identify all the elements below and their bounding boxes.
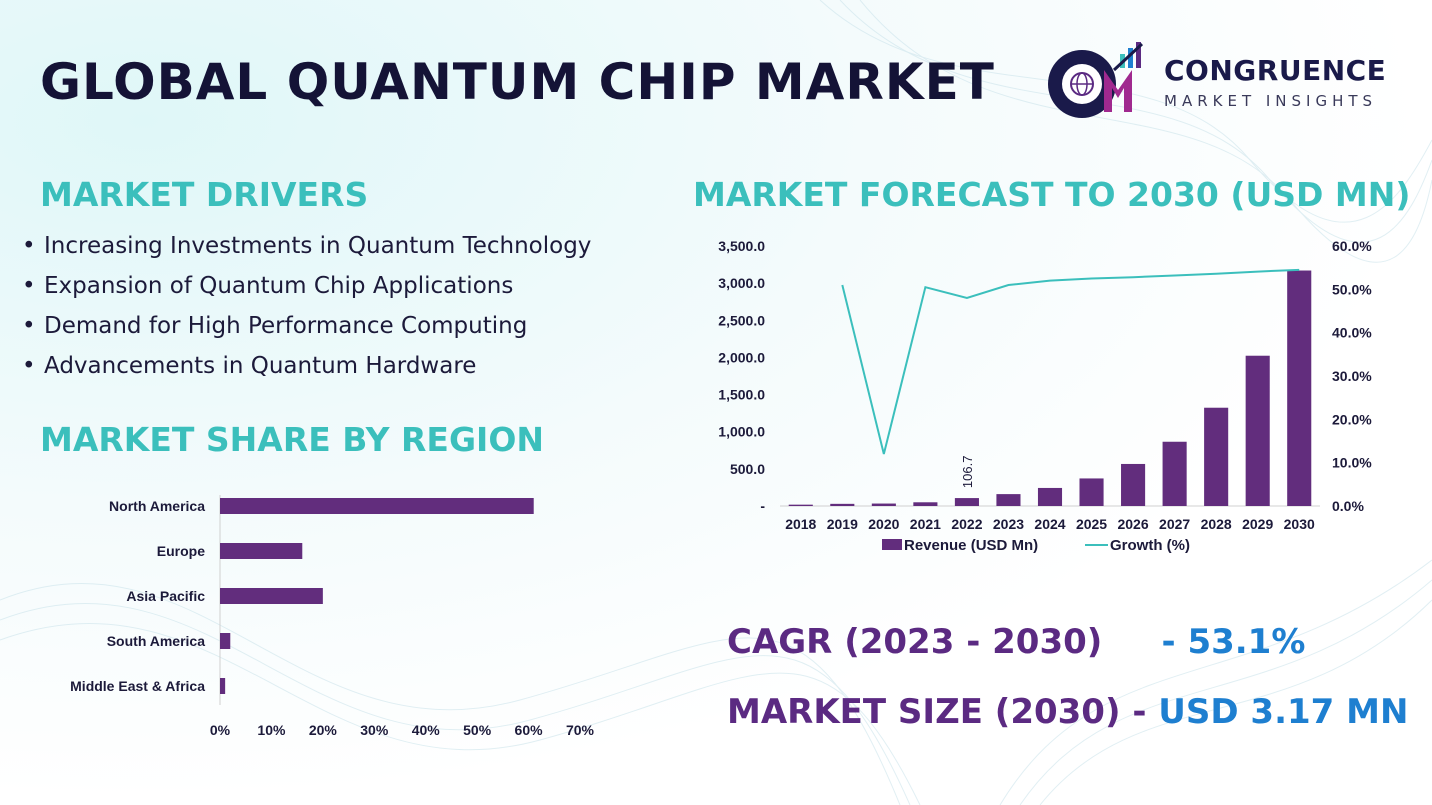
region-x-tick: 10% [257, 722, 286, 738]
forecast-right-tick: 40.0% [1332, 325, 1372, 341]
forecast-left-tick: 1,500.0 [718, 387, 765, 403]
region-x-tick: 60% [515, 722, 544, 738]
forecast-data-label: 106.7 [960, 456, 975, 489]
market-drivers-list: • Increasing Investments in Quantum Techn… [22, 226, 591, 386]
logo-mark-icon [1048, 42, 1144, 118]
region-bar-chart: North America Europe Asia Pacific South Ame… [70, 495, 595, 738]
region-x-tick: 50% [463, 722, 492, 738]
forecast-revenue-bar [1121, 463, 1146, 506]
driver-item: • Increasing Investments in Quantum Techn… [22, 226, 591, 266]
region-x-tick: 70% [566, 722, 595, 738]
forecast-x-tick: 2026 [1117, 516, 1148, 532]
bullet-icon: • [22, 233, 36, 259]
forecast-revenue-bar [996, 494, 1021, 506]
forecast-x-tick: 2019 [827, 516, 858, 532]
forecast-left-tick: 3,500.0 [718, 238, 765, 254]
region-bar [220, 543, 303, 559]
region-x-tick: 40% [412, 722, 441, 738]
forecast-x-tick: 2022 [951, 516, 982, 532]
forecast-combo-chart: - 500.0 1,000.0 1,500.0 2,000.0 2,500.0 3,000.… [718, 238, 1372, 554]
legend-revenue-label: Revenue (USD Mn) [904, 537, 1038, 554]
forecast-x-tick: 2025 [1076, 516, 1107, 532]
region-bar [220, 678, 226, 694]
cagr-value: - 53.1% [1161, 622, 1306, 662]
driver-item: • Demand for High Performance Computing [22, 306, 591, 346]
forecast-revenue-bar [1245, 355, 1270, 506]
market-size-kpi: MARKET SIZE (2030) - USD 3.17 MN [727, 692, 1408, 732]
brand-logo: CONGRUENCE MARKET INSIGHTS [1044, 40, 1394, 120]
legend-revenue-swatch [882, 539, 902, 550]
forecast-right-tick: 50.0% [1332, 281, 1372, 297]
market-size-label: MARKET SIZE (2030) - [727, 692, 1159, 732]
cagr-kpi: CAGR (2023 - 2030) - 53.1% [727, 622, 1305, 662]
forecast-revenue-bar [1037, 487, 1063, 506]
forecast-x-tick: 2027 [1159, 516, 1190, 532]
forecast-left-tick: - [760, 498, 765, 514]
market-forecast-title: MARKET FORECAST TO 2030 (USD MN) [693, 175, 1411, 214]
bullet-icon: • [22, 313, 36, 339]
forecast-growth-line [841, 268, 1300, 455]
forecast-left-tick: 3,000.0 [718, 275, 765, 291]
driver-text: Advancements in Quantum Hardware [44, 353, 477, 379]
market-size-value: USD 3.17 MN [1158, 692, 1409, 732]
forecast-right-tick: 10.0% [1332, 455, 1372, 471]
forecast-x-tick: 2020 [868, 516, 899, 532]
logo-name: CONGRUENCE [1164, 54, 1387, 87]
region-category-label: Europe [157, 543, 205, 559]
bullet-icon: • [22, 353, 36, 379]
forecast-revenue-bar [1204, 407, 1229, 506]
forecast-x-tick: 2021 [910, 516, 941, 532]
cagr-label: CAGR (2023 - 2030) [727, 622, 1103, 662]
region-bar [220, 588, 323, 604]
forecast-revenue-bar [830, 503, 855, 506]
forecast-x-tick: 2028 [1201, 516, 1232, 532]
region-category-label: Middle East & Africa [70, 678, 205, 694]
forecast-x-tick: 2023 [993, 516, 1024, 532]
forecast-right-tick: 60.0% [1332, 238, 1372, 254]
forecast-x-tick: 2029 [1242, 516, 1273, 532]
forecast-revenue-bar [871, 503, 896, 506]
market-drivers-title: MARKET DRIVERS [40, 175, 369, 214]
driver-text: Expansion of Quantum Chip Applications [44, 273, 514, 299]
driver-text: Demand for High Performance Computing [44, 313, 528, 339]
forecast-revenue-bar [1287, 270, 1312, 506]
region-x-tick: 0% [210, 722, 231, 738]
forecast-left-tick: 1,000.0 [718, 424, 765, 440]
region-category-label: Asia Pacific [126, 588, 205, 604]
forecast-x-tick: 2024 [1034, 516, 1065, 532]
region-category-label: North America [109, 498, 205, 514]
forecast-right-tick: 0.0% [1332, 498, 1364, 514]
forecast-right-tick: 30.0% [1332, 368, 1372, 384]
region-category-label: South America [107, 633, 205, 649]
forecast-revenue-bar [954, 498, 979, 506]
forecast-x-tick: 2030 [1284, 516, 1315, 532]
logo-subtitle: MARKET INSIGHTS [1164, 92, 1378, 110]
forecast-left-tick: 500.0 [730, 461, 765, 477]
region-x-tick: 30% [360, 722, 389, 738]
forecast-revenue-bar [1079, 478, 1104, 506]
driver-item: • Expansion of Quantum Chip Applications [22, 266, 591, 306]
legend-growth-label: Growth (%) [1110, 537, 1190, 554]
market-share-region-title: MARKET SHARE BY REGION [40, 420, 544, 459]
forecast-left-tick: 2,000.0 [718, 349, 765, 365]
forecast-revenue-bar [1162, 441, 1187, 506]
region-bar [220, 633, 231, 649]
forecast-revenue-bar [788, 504, 813, 506]
forecast-right-tick: 20.0% [1332, 411, 1372, 427]
region-bar [220, 498, 534, 514]
forecast-revenue-bar [913, 502, 938, 506]
region-x-tick: 20% [309, 722, 338, 738]
forecast-left-tick: 2,500.0 [718, 312, 765, 328]
driver-text: Increasing Investments in Quantum Techno… [44, 233, 592, 259]
bullet-icon: • [22, 273, 36, 299]
page-title: GLOBAL QUANTUM CHIP MARKET [40, 53, 995, 111]
driver-item: • Advancements in Quantum Hardware [22, 346, 591, 386]
forecast-x-tick: 2018 [785, 516, 816, 532]
